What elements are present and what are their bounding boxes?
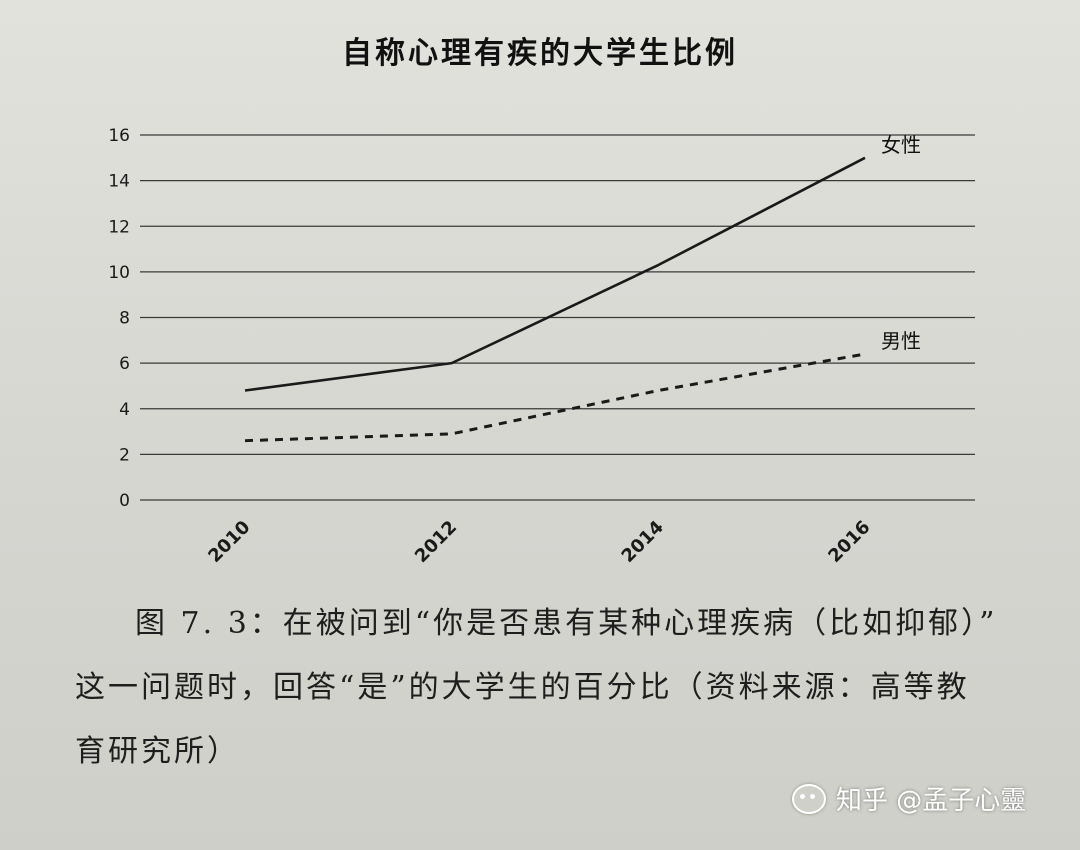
x-axis-ticks: 2010 2012 2014 2016 (204, 517, 874, 567)
caption-line-2: 这一问题时，回答“是”的大学生的百分比（资料来源：高等教 (75, 670, 970, 705)
y-tick-label-6: 6 (119, 354, 130, 374)
y-tick-label-14: 14 (108, 172, 130, 192)
y-axis-ticks: 0 2 4 6 8 10 12 14 16 (108, 126, 130, 511)
y-tick-label-16: 16 (108, 126, 130, 146)
y-tick-label-4: 4 (119, 400, 130, 420)
grid-lines (140, 134, 975, 501)
wechat-icon (792, 783, 826, 814)
x-tick-label-2012: 2012 (411, 517, 461, 567)
caption-line-3: 育研究所） (75, 734, 240, 769)
x-tick-label-2014: 2014 (618, 517, 668, 567)
caption-line-1: 图 7. 3：在被问到“你是否患有某种心理疾病（比如抑郁）” (135, 606, 998, 641)
figure-caption: 图 7. 3：在被问到“你是否患有某种心理疾病（比如抑郁）” 这一问题时，回答“… (75, 592, 1035, 784)
watermark: 知乎 @孟子心靈 (792, 780, 1026, 817)
y-tick-label-12: 12 (108, 217, 130, 237)
series-line-female (244, 156, 866, 392)
watermark-text: 知乎 @孟子心靈 (836, 786, 1027, 816)
x-tick-label-2016: 2016 (824, 517, 874, 567)
chart-title: 自称心理有疾的大学生比例 (342, 36, 738, 71)
series-label-male: 男性 (881, 329, 921, 353)
series-label-female: 女性 (881, 133, 921, 157)
y-tick-label-8: 8 (119, 309, 130, 329)
y-tick-label-0: 0 (119, 491, 130, 511)
x-tick-label-2010: 2010 (204, 517, 254, 567)
y-tick-label-2: 2 (119, 445, 130, 465)
y-tick-label-10: 10 (108, 263, 130, 283)
series-line-male (244, 352, 866, 443)
